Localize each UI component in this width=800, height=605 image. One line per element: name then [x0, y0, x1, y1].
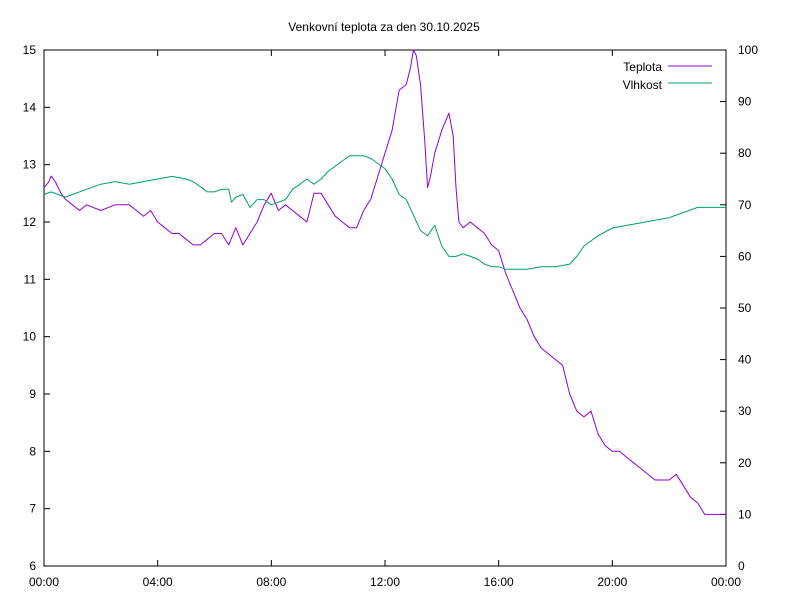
right-tick-label: 70 [738, 198, 752, 212]
legend-label-teplota: Teplota [623, 60, 662, 74]
axis-ticks: 6 7 8 9 10 11 12 13 14 15 0 10 20 30 40 50 60 70 80 90 100 00… [23, 43, 759, 589]
x-tick-label: 08:00 [256, 575, 286, 589]
right-tick-label: 90 [738, 95, 752, 109]
series-line-teplota [43, 49, 726, 515]
legend: Teplota Vlhkost [623, 60, 712, 92]
left-tick-label: 6 [29, 559, 36, 573]
right-tick-label: 60 [738, 249, 752, 263]
x-tick-label: 04:00 [143, 575, 173, 589]
right-tick-label: 100 [738, 43, 758, 57]
right-tick-label: 80 [738, 146, 752, 160]
left-tick-label: 8 [29, 444, 36, 458]
left-tick-label: 15 [23, 43, 37, 57]
left-tick-label: 7 [29, 502, 36, 516]
x-tick-label: 20:00 [597, 575, 627, 589]
right-tick-label: 20 [738, 456, 752, 470]
right-tick-label: 10 [738, 507, 752, 521]
left-tick-label: 12 [23, 215, 37, 229]
right-tick-label: 50 [738, 301, 752, 315]
x-tick-label: 00:00 [711, 575, 741, 589]
chart-title: Venkovní teplota za den 30.10.2025 [288, 20, 480, 34]
x-tick-label: 12:00 [370, 575, 400, 589]
left-tick-label: 14 [23, 100, 37, 114]
right-tick-label: 30 [738, 404, 752, 418]
series-layer [43, 49, 726, 515]
right-tick-label: 0 [738, 559, 745, 573]
x-tick-label: 16:00 [484, 575, 514, 589]
left-tick-label: 9 [29, 387, 36, 401]
left-tick-label: 10 [23, 330, 37, 344]
left-tick-label: 11 [24, 272, 37, 286]
legend-label-vlhkost: Vlhkost [623, 78, 663, 92]
series-line-vlhkost [43, 155, 726, 270]
x-tick-label: 00:00 [29, 575, 59, 589]
right-tick-label: 40 [738, 353, 752, 367]
left-tick-label: 13 [23, 158, 37, 172]
plot-frame [43, 49, 727, 567]
